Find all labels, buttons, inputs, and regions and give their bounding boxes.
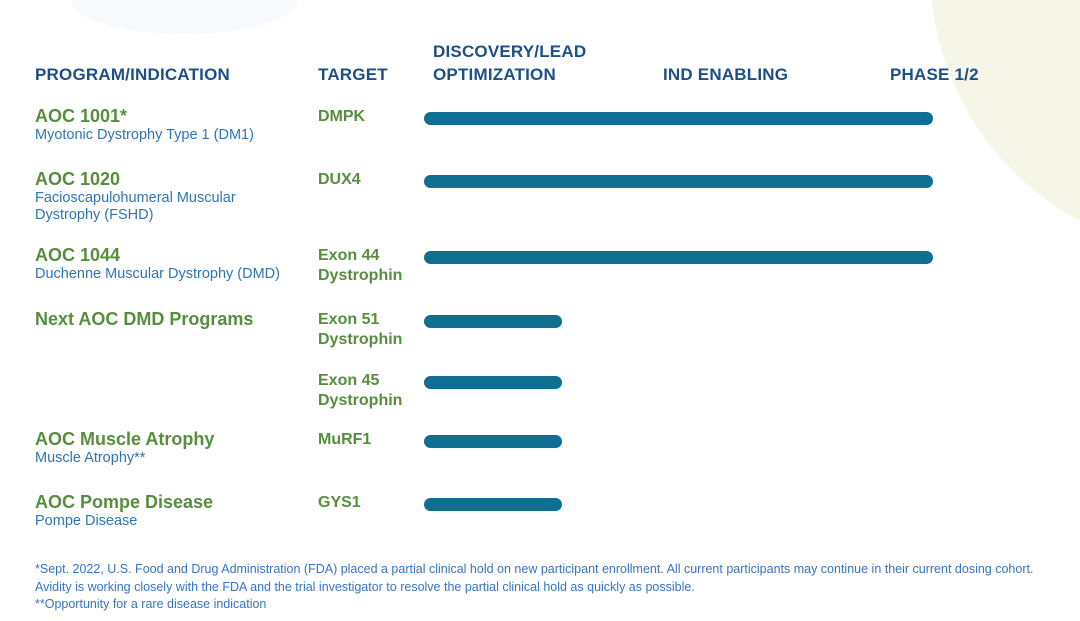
column-header-target: TARGET: [318, 65, 388, 84]
program-name: AOC 1044: [35, 245, 121, 265]
progress-bar: [424, 376, 562, 389]
pipeline-row-next-dmd-exon51: Next AOC DMD Programs Exon 51 Dystrophin: [0, 309, 1080, 369]
decorative-blob-top-left: [72, 0, 297, 34]
pipeline-row-aoc-1044: AOC 1044 Duchenne Muscular Dystrophy (DM…: [0, 245, 1080, 305]
program-cell: AOC 1020 Facioscapulohumeral Muscular Dy…: [35, 169, 300, 223]
target-cell: Exon 44 Dystrophin: [318, 246, 418, 286]
target-cell: GYS1: [318, 493, 418, 513]
target-name-line2: Dystrophin: [318, 331, 403, 348]
target-name: DMPK: [318, 108, 366, 125]
target-cell: Exon 51 Dystrophin: [318, 310, 418, 350]
footnote-rare-disease: **Opportunity for a rare disease indicat…: [35, 597, 267, 611]
pipeline-row-aoc-1020: AOC 1020 Facioscapulohumeral Muscular Dy…: [0, 169, 1080, 229]
pipeline-row-pompe-disease: AOC Pompe Disease Pompe Disease GYS1: [0, 492, 1080, 552]
discovery-line2: OPTIMIZATION: [433, 65, 556, 84]
target-cell: Exon 45 Dystrophin: [318, 371, 418, 411]
target-name: Exon 51: [318, 311, 380, 328]
program-cell: AOC Muscle Atrophy Muscle Atrophy**: [35, 429, 300, 467]
column-header-ind-enabling: IND ENABLING: [663, 65, 789, 84]
progress-bar: [424, 315, 562, 328]
target-cell: MuRF1: [318, 430, 418, 450]
column-header-program-indication: PROGRAM/INDICATION: [35, 65, 230, 84]
footnotes: *Sept. 2022, U.S. Food and Drug Administ…: [35, 561, 1049, 614]
program-cell: Next AOC DMD Programs: [35, 309, 300, 330]
progress-bar: [424, 435, 562, 448]
target-cell: DUX4: [318, 170, 418, 190]
indication-text: Facioscapulohumeral Muscular Dystrophy (…: [35, 190, 236, 223]
target-cell: DMPK: [318, 107, 418, 127]
program-cell: AOC Pompe Disease Pompe Disease: [35, 492, 300, 530]
target-name: Exon 45: [318, 372, 380, 389]
program-name: AOC 1020: [35, 169, 121, 189]
pipeline-row-muscle-atrophy: AOC Muscle Atrophy Muscle Atrophy** MuRF…: [0, 429, 1080, 489]
program-name: AOC 1001*: [35, 106, 128, 126]
column-header-discovery-lead-optimization: DISCOVERY/LEAD OPTIMIZATION: [433, 40, 586, 86]
pipeline-row-aoc-1001: AOC 1001* Myotonic Dystrophy Type 1 (DM1…: [0, 106, 1080, 166]
target-name-line2: Dystrophin: [318, 392, 403, 409]
program-name: Next AOC DMD Programs: [35, 309, 254, 329]
indication-text: Muscle Atrophy**: [35, 450, 146, 466]
target-name: MuRF1: [318, 431, 372, 448]
target-name-line2: Dystrophin: [318, 267, 403, 284]
pipeline-row-next-dmd-exon45: Exon 45 Dystrophin: [0, 370, 1080, 430]
progress-bar: [424, 175, 933, 188]
indication-text: Myotonic Dystrophy Type 1 (DM1): [35, 127, 254, 143]
program-cell: AOC 1044 Duchenne Muscular Dystrophy (DM…: [35, 245, 300, 283]
indication-text: Pompe Disease: [35, 513, 138, 529]
program-name: AOC Muscle Atrophy: [35, 429, 215, 449]
program-name: AOC Pompe Disease: [35, 492, 214, 512]
progress-bar: [424, 498, 562, 511]
target-name: Exon 44: [318, 247, 380, 264]
discovery-line1: DISCOVERY/LEAD: [433, 42, 587, 61]
progress-bar: [424, 251, 933, 264]
program-cell: AOC 1001* Myotonic Dystrophy Type 1 (DM1…: [35, 106, 300, 144]
target-name: DUX4: [318, 171, 361, 188]
progress-bar: [424, 112, 933, 125]
column-header-phase-1-2: PHASE 1/2: [890, 65, 979, 84]
indication-text: Duchenne Muscular Dystrophy (DMD): [35, 266, 280, 282]
target-name: GYS1: [318, 494, 361, 511]
footnote-clinical-hold: *Sept. 2022, U.S. Food and Drug Administ…: [35, 562, 1034, 594]
